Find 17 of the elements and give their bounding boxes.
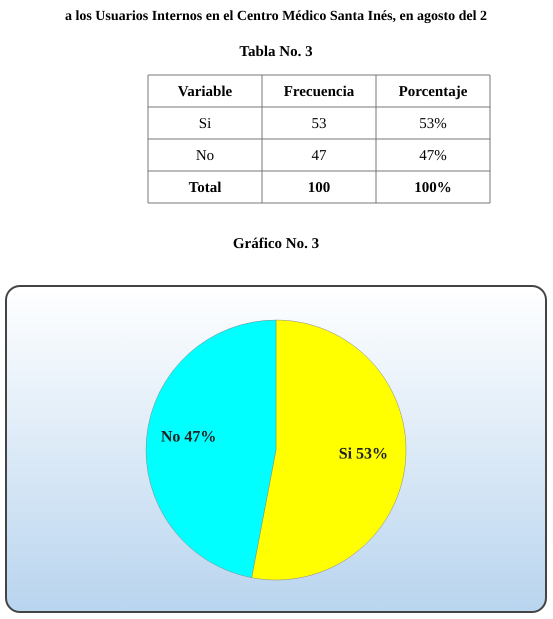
- text: Total: [188, 180, 222, 196]
- text: 53: [312, 116, 326, 132]
- slice-label: Si 53%: [338, 445, 388, 462]
- text: Porcentaje: [398, 84, 468, 100]
- text: 100%: [414, 180, 452, 196]
- text: 47: [312, 148, 327, 164]
- chart-title: Gráfico No. 3: [232, 236, 320, 252]
- slice-label: No 47%: [160, 428, 216, 446]
- text: 53%: [419, 116, 447, 132]
- text: Tabla No. 3: [239, 44, 313, 60]
- text: Variable: [178, 84, 233, 100]
- text: Si: [198, 116, 212, 132]
- text: 100: [308, 180, 330, 196]
- text: a los Usuarios Internos en el Centro Médico Santa Inés, en agosto del 2: [64, 9, 488, 24]
- text: Frecuencia: [284, 84, 355, 100]
- text: No: [196, 148, 214, 164]
- text: 47%: [419, 148, 447, 164]
